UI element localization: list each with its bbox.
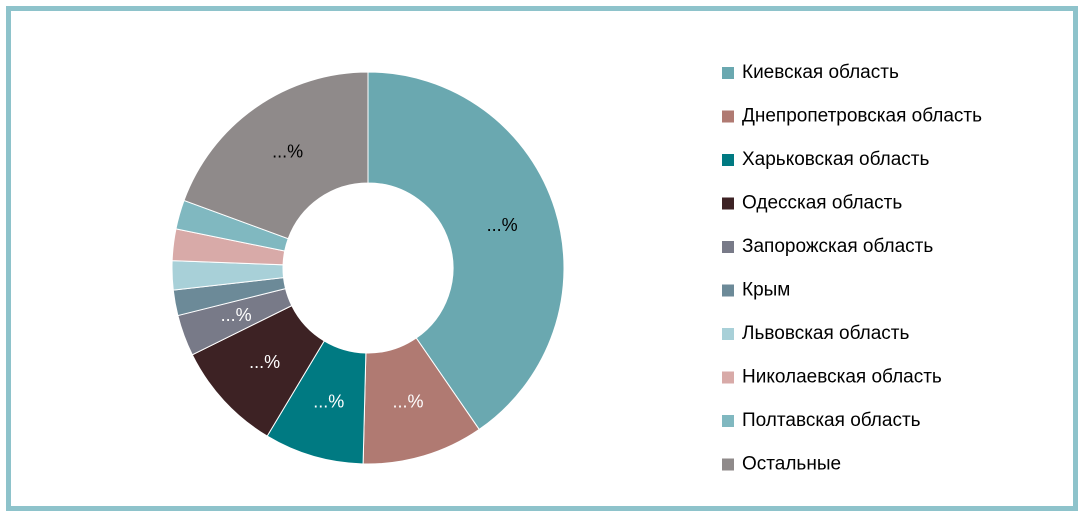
legend-label: Львовская область [742,323,910,344]
legend-label: Николаевская область [742,367,942,388]
legend-swatch [722,328,734,340]
legend-label: Крым [742,280,790,301]
legend-label: Одесская область [742,193,902,214]
legend-swatch [722,241,734,253]
legend-label: Запорожская область [742,236,933,257]
legend-swatch [722,67,734,79]
data-label: ...% [487,215,518,235]
data-label: ...% [249,352,280,372]
legend-swatch [722,197,734,210]
legend-label: Харьковская область [742,149,929,170]
legend-label: Киевская область [742,62,899,83]
legend-label: Днепропетровская область [742,106,982,127]
data-label: ...% [221,305,252,325]
legend-swatch [722,154,734,166]
data-label: ...% [393,391,424,411]
legend-swatch [722,415,734,427]
legend-label: Полтавская область [742,410,921,431]
slice [183,71,369,240]
legend-swatch [722,458,734,471]
data-label: ...% [313,392,344,412]
legend-swatch [722,371,734,384]
data-label: ...% [272,142,303,162]
slice [367,71,565,431]
legend-swatch [722,284,734,297]
legend-swatch [722,110,734,123]
legend-label: Остальные [742,454,841,475]
